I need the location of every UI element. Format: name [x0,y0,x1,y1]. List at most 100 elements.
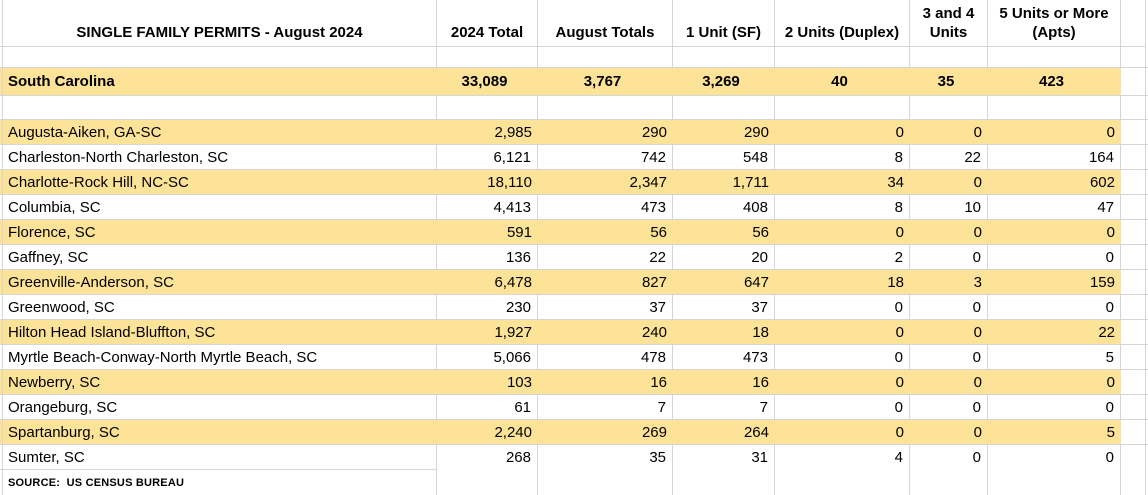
value-cell: 0 [910,245,988,270]
header-row: SINGLE FAMILY PERMITS - August 2024 2024… [0,0,1148,47]
value-cell: 35 [538,445,673,470]
value-cell: 478 [538,345,673,370]
value-cell: 0 [988,370,1121,395]
left-margin-cell [0,445,3,470]
table-row: Charleston-North Charleston, SC 6,121 742 5… [0,145,1148,170]
value-cell: 2 [775,245,910,270]
value-cell: 37 [538,295,673,320]
left-margin-cell [0,145,3,170]
metro-name: Newberry, SC [3,370,437,395]
value-cell: 0 [775,420,910,445]
metro-name: Gaffney, SC [3,245,437,270]
left-margin-cell [0,370,3,395]
right-margin-cell [1121,420,1146,445]
right-edge-cell [1146,245,1148,270]
value-cell: 3 [910,270,988,295]
value-cell: 31 [673,445,775,470]
right-edge-cell [1146,320,1148,345]
value-cell: 1,711 [673,170,775,195]
value-cell: 2,240 [437,420,538,445]
value-cell: 18,110 [437,170,538,195]
left-margin-cell [0,245,3,270]
metro-name: Spartanburg, SC [3,420,437,445]
spacer-row [0,96,1148,120]
value-cell: 2,985 [437,120,538,145]
column-header-2-units: 2 Units (Duplex) [775,0,910,47]
left-margin-cell [0,195,3,220]
value-cell: 34 [775,170,910,195]
value-cell: 0 [988,445,1121,470]
value-cell: 6,478 [437,270,538,295]
value-cell: 591 [437,220,538,245]
value-cell: 5,066 [437,345,538,370]
right-edge-cell [1146,270,1148,295]
value-cell: 0 [910,120,988,145]
table-row: Gaffney, SC 136 22 20 2 0 0 [0,245,1148,270]
table-row: Greenwood, SC 230 37 37 0 0 0 [0,295,1148,320]
state-name: South Carolina [3,68,437,96]
right-margin-cell [1121,245,1146,270]
value-cell: 0 [988,220,1121,245]
state-2-units: 40 [775,68,910,96]
source-note: SOURCE: US CENSUS BUREAU [3,470,437,495]
left-margin-cell [0,295,3,320]
column-header-5-plus-units: 5 Units or More (Apts) [988,0,1121,47]
right-margin-cell [1121,445,1146,470]
left-margin-cell [0,120,3,145]
value-cell: 0 [988,295,1121,320]
left-margin-cell [0,470,3,495]
value-cell: 0 [910,420,988,445]
value-cell: 269 [538,420,673,445]
table-title: SINGLE FAMILY PERMITS - August 2024 [3,0,437,47]
value-cell: 0 [910,220,988,245]
metro-name: Florence, SC [3,220,437,245]
table-row: Orangeburg, SC 61 7 7 0 0 0 [0,395,1148,420]
metro-name: Orangeburg, SC [3,395,437,420]
metro-name: Greenville-Anderson, SC [3,270,437,295]
value-cell: 8 [775,195,910,220]
state-august-total: 3,767 [538,68,673,96]
right-margin-cell [1121,0,1146,47]
spacer-row [0,47,1148,68]
right-edge-cell [1146,420,1148,445]
right-margin-cell [1121,270,1146,295]
column-header-3-4-units: 3 and 4 Units [910,0,988,47]
value-cell: 290 [538,120,673,145]
value-cell: 5 [988,345,1121,370]
table-row: Charlotte-Rock Hill, NC-SC 18,110 2,347 1,7… [0,170,1148,195]
value-cell: 647 [673,270,775,295]
value-cell: 7 [538,395,673,420]
value-cell: 0 [775,295,910,320]
table-row: Florence, SC 591 56 56 0 0 0 [0,220,1148,245]
value-cell: 16 [538,370,673,395]
value-cell: 6,121 [437,145,538,170]
value-cell: 548 [673,145,775,170]
state-3-4-units: 35 [910,68,988,96]
metro-name: Augusta-Aiken, GA-SC [3,120,437,145]
value-cell: 22 [910,145,988,170]
value-cell: 0 [775,220,910,245]
value-cell: 56 [673,220,775,245]
value-cell: 5 [988,420,1121,445]
right-edge-cell [1146,145,1148,170]
right-margin-cell [1121,195,1146,220]
table-row: Sumter, SC 268 35 31 4 0 0 [0,445,1148,470]
value-cell: 10 [910,195,988,220]
value-cell: 164 [988,145,1121,170]
left-margin-cell [0,170,3,195]
value-cell: 4 [775,445,910,470]
right-edge-cell [1146,220,1148,245]
table-row: Newberry, SC 103 16 16 0 0 0 [0,370,1148,395]
value-cell: 37 [673,295,775,320]
column-header-august-totals: August Totals [538,0,673,47]
table-row: Spartanburg, SC 2,240 269 264 0 0 5 [0,420,1148,445]
right-margin-cell [1121,370,1146,395]
value-cell: 230 [437,295,538,320]
table-row: Greenville-Anderson, SC 6,478 827 647 18 3 159 [0,270,1148,295]
value-cell: 264 [673,420,775,445]
value-cell: 22 [988,320,1121,345]
value-cell: 0 [775,395,910,420]
state-total-row: South Carolina 33,089 3,767 3,269 40 35 … [0,68,1148,96]
metro-name: Hilton Head Island-Bluffton, SC [3,320,437,345]
